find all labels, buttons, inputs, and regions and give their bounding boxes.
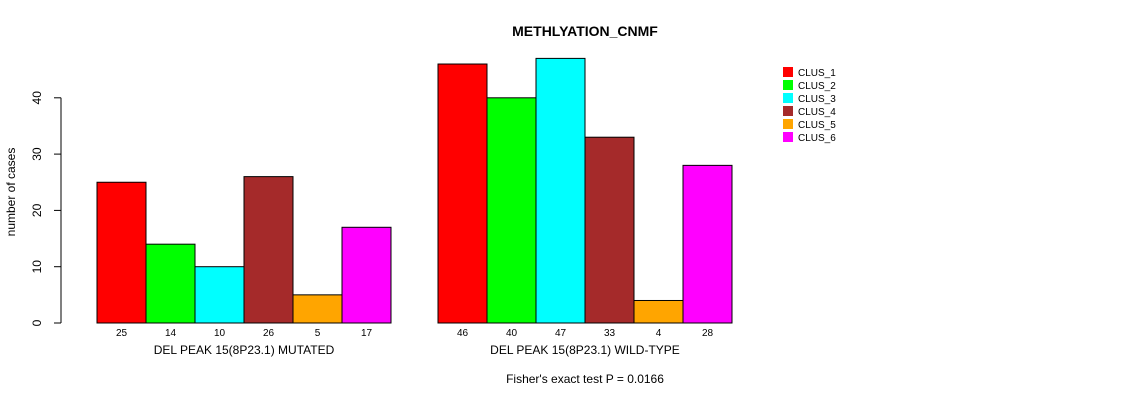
bar-clus-5: [292, 294, 343, 324]
bar-value-label: 28: [702, 328, 714, 339]
y-axis: 0 10 20 30 40: [30, 91, 62, 326]
bar-clus-4: [584, 136, 635, 324]
footnote: Fisher's exact test P = 0.0166: [506, 372, 664, 386]
bar-clus-3: [194, 266, 245, 324]
legend-swatch: [783, 132, 793, 142]
chart-title: METHLYATION_CNMF: [512, 23, 658, 39]
legend-swatch: [783, 106, 793, 116]
legend-swatch: [783, 67, 793, 77]
bar-clus-1: [437, 63, 488, 324]
bar-value-label: 25: [116, 328, 128, 339]
bar-value-label: 33: [604, 328, 616, 339]
legend-swatch: [783, 119, 793, 129]
group-label: DEL PEAK 15(8P23.1) MUTATED: [154, 343, 335, 357]
legend-label: CLUS_3: [798, 94, 836, 105]
bar-value-label: 5: [315, 328, 321, 339]
legend: CLUS_1 CLUS_2 CLUS_3 CLUS_4 CLUS_5 CLUS_6: [783, 67, 836, 144]
bar-clus-6: [341, 226, 392, 324]
bar-value-label: 46: [457, 328, 469, 339]
bar-value-label: 10: [214, 328, 226, 339]
group-label: DEL PEAK 15(8P23.1) WILD-TYPE: [490, 343, 680, 357]
legend-swatch: [783, 80, 793, 90]
y-tick-label: 40: [30, 91, 44, 105]
bar-clus-6: [682, 164, 733, 324]
legend-label: CLUS_6: [798, 133, 836, 144]
y-tick-label: 0: [30, 319, 44, 326]
legend-label: CLUS_5: [798, 120, 836, 131]
bar-clus-3: [535, 57, 586, 324]
bar-value-label: 47: [555, 328, 567, 339]
bar-clus-5: [633, 299, 684, 324]
legend-label: CLUS_4: [798, 107, 836, 118]
y-axis-label: number of cases: [4, 148, 18, 237]
bar-clus-1: [96, 181, 147, 324]
legend-label: CLUS_1: [798, 68, 836, 79]
y-tick-label: 10: [30, 260, 44, 274]
bar-value-label: 26: [263, 328, 275, 339]
legend-swatch: [783, 93, 793, 103]
bar-value-label: 4: [656, 328, 662, 339]
bar-value-label: 40: [506, 328, 518, 339]
legend-label: CLUS_2: [798, 81, 836, 92]
bar-clus-2: [486, 97, 537, 324]
group-labels: DEL PEAK 15(8P23.1) MUTATED DEL PEAK 15(8…: [154, 343, 680, 357]
value-labels: 25 14 10 26 5 17 46 40 47 33 4 28: [116, 328, 714, 339]
bar-value-label: 14: [165, 328, 177, 339]
bar-clus-4: [243, 176, 294, 324]
bars: [96, 57, 733, 324]
y-tick-label: 20: [30, 203, 44, 217]
bar-value-label: 17: [361, 328, 373, 339]
y-tick-label: 30: [30, 147, 44, 161]
bar-clus-2: [145, 243, 196, 324]
